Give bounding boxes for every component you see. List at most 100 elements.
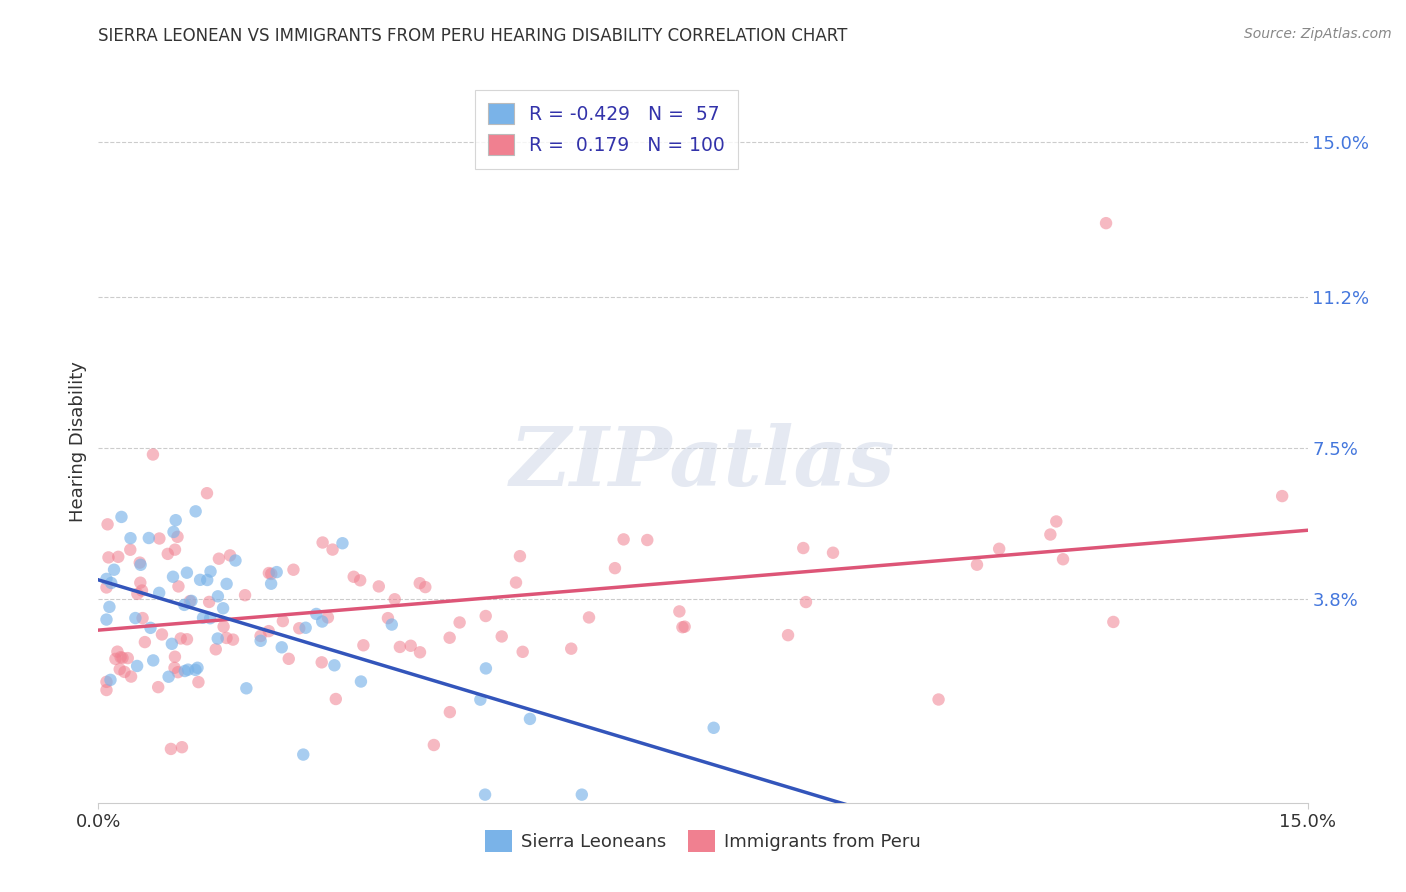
Point (129, 575, 152, 590)
Point (167, 579, 190, 593)
Point (966, 558, 988, 572)
Point (207, 632, 229, 646)
Point (186, 661, 208, 675)
Point (928, 692, 950, 706)
Point (157, 670, 180, 684)
Point (449, 615, 471, 630)
Point (505, 575, 527, 590)
Point (96, 613, 118, 627)
Point (120, 531, 142, 545)
Point (509, 549, 531, 563)
Point (173, 598, 195, 612)
Point (96, 674, 118, 689)
Point (110, 510, 132, 524)
Point (120, 670, 142, 684)
Point (184, 504, 207, 518)
Point (110, 650, 132, 665)
Point (377, 611, 399, 625)
Point (224, 553, 246, 567)
Point (316, 610, 339, 624)
Point (139, 621, 162, 635)
Point (131, 611, 153, 625)
Point (162, 570, 184, 584)
Point (127, 659, 149, 673)
Point (311, 535, 333, 549)
Point (128, 556, 150, 570)
Point (988, 541, 1011, 556)
Point (703, 721, 725, 735)
Point (148, 586, 170, 600)
Point (249, 633, 271, 648)
Point (257, 624, 280, 639)
Point (560, 641, 582, 656)
Point (204, 642, 226, 657)
Point (124, 611, 146, 625)
Point (98, 599, 121, 614)
Point (215, 631, 238, 645)
Point (198, 611, 221, 625)
Point (776, 628, 799, 642)
Point (200, 565, 222, 579)
Point (277, 652, 299, 666)
Point (97, 517, 120, 532)
Point (215, 577, 238, 591)
Point (519, 712, 541, 726)
Point (571, 788, 593, 802)
Point (673, 620, 696, 634)
Point (166, 530, 188, 544)
Point (142, 448, 165, 462)
Point (343, 570, 366, 584)
Point (235, 681, 257, 696)
Point (294, 621, 316, 635)
Point (636, 533, 658, 547)
Point (322, 542, 344, 557)
Point (103, 563, 125, 577)
Point (470, 692, 492, 706)
Point (138, 531, 160, 545)
Point (413, 580, 436, 594)
Point (439, 705, 461, 719)
Point (207, 590, 229, 604)
Point (212, 620, 235, 634)
Legend: Sierra Leoneans, Immigrants from Peru: Sierra Leoneans, Immigrants from Peru (478, 822, 928, 859)
Point (160, 637, 183, 651)
Point (96, 572, 118, 586)
Point (283, 563, 305, 577)
Point (474, 788, 496, 802)
Point (491, 630, 513, 644)
Point (792, 541, 814, 555)
Point (671, 620, 693, 634)
Point (260, 566, 283, 581)
Point (367, 579, 389, 593)
Point (162, 524, 184, 539)
Point (1052, 552, 1074, 566)
Point (1102, 615, 1125, 629)
Point (117, 651, 139, 665)
Point (474, 609, 496, 624)
Point (233, 588, 256, 602)
Point (332, 536, 354, 550)
Point (96, 581, 118, 595)
Point (167, 665, 190, 680)
Point (212, 601, 235, 615)
Point (156, 547, 179, 561)
Point (165, 513, 187, 527)
Point (107, 549, 129, 564)
Point (399, 639, 422, 653)
Point (180, 594, 202, 608)
Point (163, 542, 186, 557)
Point (148, 532, 170, 546)
Point (794, 595, 817, 609)
Point (219, 549, 242, 563)
Text: SIERRA LEONEAN VS IMMIGRANTS FROM PERU HEARING DISABILITY CORRELATION CHART: SIERRA LEONEAN VS IMMIGRANTS FROM PERU H… (98, 27, 848, 45)
Point (323, 658, 346, 673)
Point (381, 617, 404, 632)
Point (96, 683, 118, 698)
Point (208, 551, 231, 566)
Point (148, 680, 170, 694)
Point (1039, 527, 1062, 541)
Point (292, 747, 315, 762)
Point (613, 533, 636, 547)
Point (195, 486, 218, 500)
Point (257, 566, 280, 580)
